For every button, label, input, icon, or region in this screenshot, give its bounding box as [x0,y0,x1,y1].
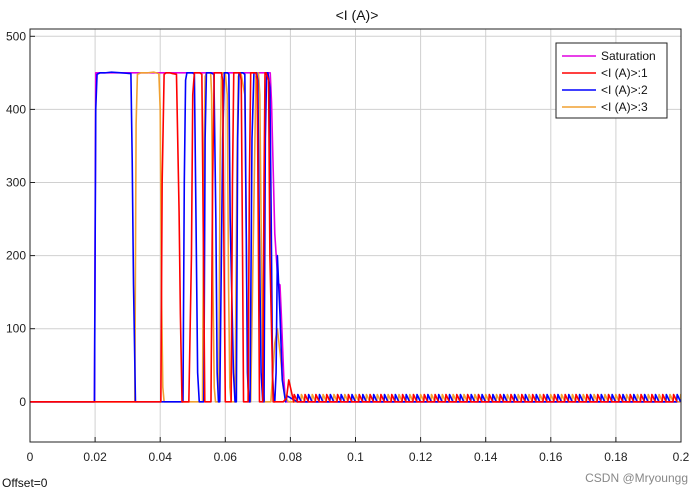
legend-label-3: <I (A)>:3 [601,100,648,114]
watermark: CSDN @Mryoungg [585,471,688,485]
x-tick-label: 0.2 [673,450,690,464]
axis-ticks: 0 0.02 0.04 0.06 0.08 0.1 0.12 0.14 0.16 0.18 0.2 0… [6,29,690,464]
x-tick-label: 0.14 [474,450,498,464]
legend-label-1: <I (A)>:1 [601,66,648,80]
x-tick-label: 0.08 [279,450,303,464]
series-layer [30,71,681,403]
legend: Saturation <I (A)>:1 <I (A)>:2 <I (A)>:3 [555,42,668,119]
y-tick-label: 400 [6,102,26,116]
x-tick-label: 0.02 [83,450,107,464]
x-tick-label: 0.04 [149,450,173,464]
x-tick-label: 0.06 [214,450,238,464]
x-tick-label: 0.18 [604,450,628,464]
plot-frame [29,28,682,443]
x-tick-label: 0.1 [347,450,364,464]
x-tick-label: 0.12 [409,450,433,464]
series-line-1 [30,72,678,403]
legend-label-0: Saturation [601,49,656,63]
y-tick-label: 500 [6,29,26,43]
y-tick-label: 0 [19,395,26,409]
chart-title: <I (A)> [336,7,379,23]
x-tick-label: 0.16 [539,450,563,464]
offset-label: Offset=0 [2,476,48,490]
legend-label-2: <I (A)>:2 [601,83,648,97]
x-tick-label: 0 [27,450,34,464]
y-tick-label: 300 [6,176,26,190]
y-tick-label: 100 [6,322,26,336]
y-tick-label: 200 [6,249,26,263]
